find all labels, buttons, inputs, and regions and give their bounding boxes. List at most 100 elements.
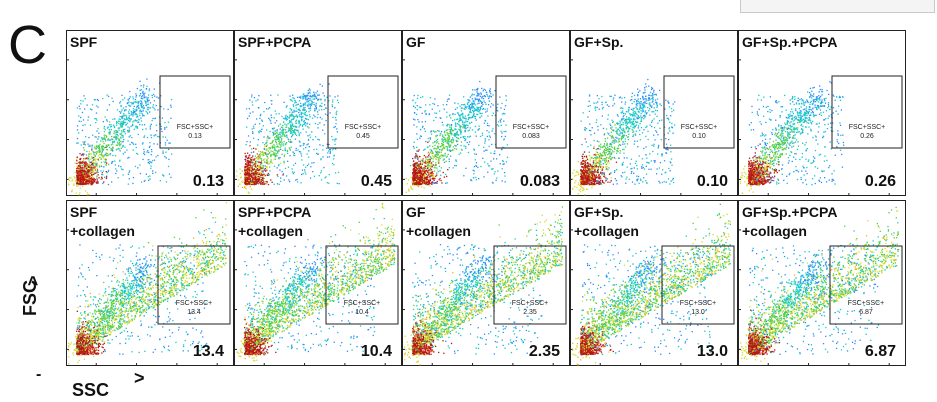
event-dot bbox=[124, 131, 126, 133]
event-dot bbox=[133, 110, 135, 113]
event-dot bbox=[95, 171, 97, 173]
event-dot bbox=[120, 168, 123, 170]
event-dot bbox=[251, 165, 253, 167]
event-dot bbox=[247, 163, 250, 165]
event-dot bbox=[78, 176, 80, 178]
event-dot bbox=[494, 171, 496, 173]
event-dot bbox=[253, 165, 255, 167]
event-dot bbox=[292, 94, 294, 96]
event-dot bbox=[148, 151, 150, 154]
event-dot bbox=[481, 102, 483, 104]
event-dot bbox=[139, 123, 141, 126]
event-dot bbox=[318, 109, 320, 111]
event-dot bbox=[255, 173, 257, 175]
event-dot bbox=[168, 148, 170, 151]
event-dot bbox=[89, 184, 91, 186]
event-dot bbox=[82, 119, 85, 121]
event-dot bbox=[668, 127, 671, 129]
event-dot bbox=[260, 180, 262, 182]
event-dot bbox=[264, 165, 266, 167]
event-dot bbox=[157, 109, 159, 111]
event-dot bbox=[88, 160, 90, 162]
event-dot bbox=[84, 183, 87, 185]
event-dot bbox=[95, 163, 97, 165]
event-dot bbox=[333, 154, 335, 156]
event-dot bbox=[416, 157, 418, 159]
event-dot bbox=[487, 115, 489, 117]
event-dot bbox=[81, 174, 84, 176]
event-dot bbox=[250, 151, 253, 154]
event-dot bbox=[278, 143, 280, 145]
event-dot bbox=[151, 119, 153, 122]
event-dot bbox=[454, 119, 456, 121]
event-dot bbox=[295, 122, 297, 124]
event-dot bbox=[246, 181, 248, 183]
event-dot bbox=[442, 140, 444, 142]
event-dot bbox=[440, 154, 442, 157]
event-dot bbox=[497, 103, 499, 105]
event-dot bbox=[472, 110, 474, 112]
event-dot bbox=[254, 158, 256, 160]
event-dot bbox=[81, 162, 83, 164]
event-dot bbox=[116, 170, 118, 172]
event-dot bbox=[304, 107, 306, 109]
event-dot bbox=[484, 161, 486, 163]
event-dot bbox=[86, 194, 89, 196]
event-dot bbox=[506, 156, 509, 158]
event-dot bbox=[86, 166, 88, 168]
event-dot bbox=[477, 166, 479, 168]
event-dot bbox=[124, 146, 126, 148]
event-dot bbox=[294, 154, 296, 157]
event-dot bbox=[308, 107, 310, 109]
event-dot bbox=[623, 114, 625, 117]
event-dot bbox=[427, 161, 429, 163]
event-dot bbox=[461, 107, 463, 109]
event-dot bbox=[139, 172, 142, 175]
event-dot bbox=[424, 130, 426, 132]
event-dot bbox=[134, 98, 137, 101]
event-dot bbox=[265, 145, 268, 147]
event-dot bbox=[313, 162, 315, 164]
event-dot bbox=[504, 113, 506, 115]
event-dot bbox=[91, 157, 93, 160]
event-dot bbox=[591, 178, 593, 180]
event-dot bbox=[102, 157, 105, 159]
event-dot bbox=[629, 113, 631, 115]
event-dot bbox=[291, 113, 293, 115]
event-dot bbox=[450, 128, 452, 130]
event-dot bbox=[119, 150, 121, 152]
event-dot bbox=[87, 183, 89, 185]
event-dot bbox=[284, 167, 287, 170]
event-dot bbox=[333, 158, 335, 160]
event-dot bbox=[88, 180, 91, 183]
event-dot bbox=[147, 113, 149, 115]
event-dot bbox=[263, 136, 265, 138]
event-dot bbox=[88, 156, 90, 158]
event-dot bbox=[241, 170, 243, 172]
event-dot bbox=[243, 180, 245, 182]
event-dot bbox=[428, 181, 430, 183]
event-dot bbox=[119, 144, 121, 146]
event-dot bbox=[115, 136, 118, 138]
event-dot bbox=[76, 182, 78, 184]
event-dot bbox=[652, 100, 654, 102]
event-dot bbox=[488, 104, 490, 106]
event-dot bbox=[96, 98, 98, 101]
event-dot bbox=[298, 126, 300, 128]
event-dot bbox=[170, 106, 172, 108]
event-dot bbox=[427, 165, 429, 168]
event-dot bbox=[309, 95, 311, 97]
event-dot bbox=[253, 158, 255, 160]
event-dot bbox=[249, 99, 251, 101]
event-dot bbox=[603, 133, 606, 135]
event-dot bbox=[92, 182, 95, 184]
event-dot bbox=[619, 144, 622, 146]
event-dot bbox=[298, 123, 300, 125]
event-dot bbox=[460, 110, 463, 112]
event-dot bbox=[91, 104, 94, 106]
event-dot bbox=[88, 194, 90, 196]
event-dot bbox=[95, 153, 98, 155]
event-dot bbox=[262, 180, 264, 182]
event-dot bbox=[78, 115, 80, 117]
event-dot bbox=[315, 105, 317, 107]
